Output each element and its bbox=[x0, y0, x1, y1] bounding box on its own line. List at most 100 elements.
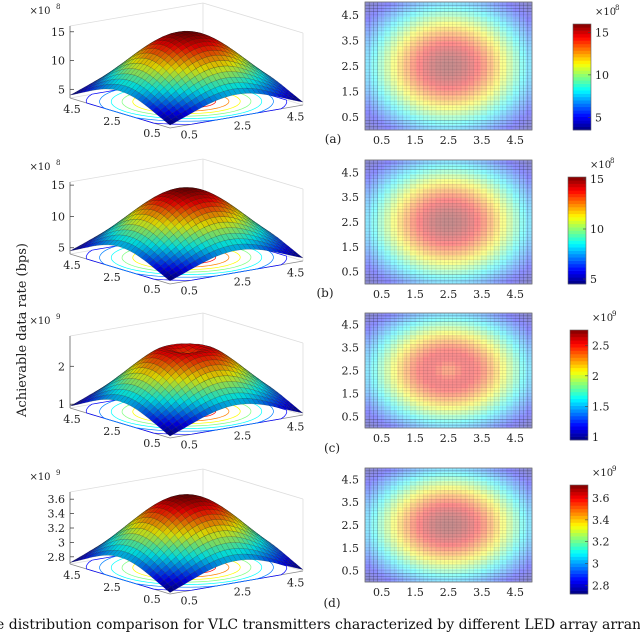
heatmap-cell bbox=[461, 207, 469, 213]
heatmap-cell bbox=[506, 419, 514, 424]
heatmap-cell bbox=[506, 120, 514, 126]
heatmap-cell bbox=[506, 321, 514, 327]
heatmap-y-tick-label: 3.5 bbox=[342, 191, 360, 204]
heatmap-cell bbox=[429, 361, 436, 367]
heatmap-cell bbox=[461, 231, 469, 237]
heatmap-cell bbox=[499, 361, 507, 367]
heatmap-cell bbox=[416, 61, 424, 67]
axis-box-line bbox=[69, 468, 204, 493]
heatmap-cell bbox=[397, 160, 404, 166]
heatmap-cell bbox=[519, 198, 526, 204]
heatmap-cell bbox=[454, 423, 462, 429]
heatmap-cell bbox=[499, 120, 507, 126]
heatmap-cell bbox=[454, 202, 462, 208]
heatmap-cell bbox=[519, 110, 526, 116]
heatmap-cell bbox=[435, 361, 443, 367]
heatmap-cell bbox=[365, 361, 372, 367]
heatmap-cell bbox=[499, 269, 507, 275]
heatmap-cell bbox=[519, 222, 526, 228]
heatmap-cell bbox=[377, 212, 385, 218]
heatmap-cell bbox=[506, 51, 514, 57]
heatmap-cell bbox=[429, 212, 436, 218]
heatmap-cell bbox=[442, 169, 449, 175]
heatmap-cell bbox=[365, 202, 372, 208]
heatmap-cell bbox=[499, 414, 507, 420]
heatmap-cell bbox=[448, 56, 456, 62]
colorbar-segment bbox=[568, 180, 586, 184]
heatmap-cell bbox=[397, 120, 404, 126]
heatmap-cell bbox=[448, 66, 456, 72]
heatmap-cell bbox=[371, 357, 379, 362]
heatmap-cell bbox=[377, 352, 385, 358]
heatmap-cell bbox=[416, 264, 424, 270]
heatmap-cell bbox=[448, 260, 456, 266]
heatmap-cell bbox=[365, 51, 372, 57]
heatmap-cell bbox=[461, 56, 469, 62]
colorbar-segment bbox=[570, 395, 588, 400]
heatmap-cell bbox=[512, 11, 520, 18]
heatmap-cell bbox=[429, 352, 436, 358]
heatmap-cell bbox=[454, 361, 462, 367]
heatmap-cell bbox=[454, 125, 462, 131]
heatmap-cell bbox=[416, 105, 424, 111]
heatmap-cell bbox=[454, 61, 462, 67]
heatmap-cell bbox=[429, 202, 436, 208]
heatmap-cell bbox=[416, 11, 424, 18]
colorbar-segment bbox=[570, 340, 588, 345]
heatmap-cell bbox=[525, 46, 533, 52]
heatmap-cell bbox=[461, 405, 469, 411]
heatmap-cell bbox=[442, 2, 449, 8]
heatmap-cell bbox=[429, 222, 436, 228]
heatmap-cell bbox=[480, 217, 488, 223]
colorbar-segment bbox=[570, 388, 588, 393]
heatmap-cell bbox=[416, 370, 424, 376]
heatmap-cell bbox=[429, 120, 436, 126]
colorbar-segment bbox=[570, 371, 588, 375]
heatmap-cell bbox=[397, 2, 404, 8]
colorbar-tick-label: 15 bbox=[590, 173, 604, 186]
heatmap-cell bbox=[377, 423, 385, 429]
heatmap-cell bbox=[416, 169, 424, 175]
heatmap-cell bbox=[454, 370, 462, 376]
heatmap-cell bbox=[461, 260, 469, 266]
heatmap-cell bbox=[448, 61, 456, 67]
heatmap-cell bbox=[416, 410, 424, 416]
y-tick-label: 2.5 bbox=[103, 271, 121, 284]
heatmap-cell bbox=[519, 370, 526, 376]
heatmap-cell bbox=[512, 56, 520, 62]
heatmap-cell bbox=[506, 222, 514, 228]
heatmap-cell bbox=[416, 222, 424, 228]
heatmap-cell bbox=[448, 217, 456, 223]
z-tick-label: 15 bbox=[51, 26, 65, 39]
z-exponent-label: ×10 bbox=[29, 162, 50, 173]
y-tick-label: 4.5 bbox=[63, 259, 81, 272]
heatmap-cell bbox=[429, 41, 436, 47]
heatmap-cell bbox=[506, 410, 514, 416]
heatmap-cell bbox=[461, 110, 469, 116]
heatmap-cell bbox=[499, 75, 507, 82]
panel-label: (b) bbox=[316, 286, 333, 300]
heatmap-cell bbox=[416, 405, 424, 411]
heatmap-cell bbox=[365, 198, 372, 204]
heatmap-cell bbox=[377, 269, 385, 275]
heatmap-cell bbox=[397, 46, 404, 52]
heatmap-cell bbox=[448, 370, 456, 376]
heatmap-cell bbox=[416, 231, 424, 237]
heatmap-cell bbox=[397, 125, 404, 131]
z-exponent-label: ×10 bbox=[29, 316, 50, 327]
heatmap-cell bbox=[435, 405, 443, 411]
heatmap-cell bbox=[429, 260, 436, 266]
heatmap-cell bbox=[519, 41, 526, 47]
heatmap-cell bbox=[506, 169, 514, 175]
heatmap-cell bbox=[429, 198, 436, 204]
colorbar-segment bbox=[573, 57, 591, 61]
heatmap-cell bbox=[454, 120, 462, 126]
x-tick-label: 4.5 bbox=[287, 110, 305, 123]
heatmap-cell bbox=[371, 207, 379, 213]
heatmap-cell bbox=[377, 198, 385, 204]
heatmap-cell bbox=[365, 56, 372, 62]
heatmap-cell bbox=[525, 348, 533, 354]
heatmap-cell bbox=[435, 198, 443, 204]
heatmap-cell bbox=[512, 231, 520, 237]
colorbar-segment bbox=[570, 422, 588, 427]
